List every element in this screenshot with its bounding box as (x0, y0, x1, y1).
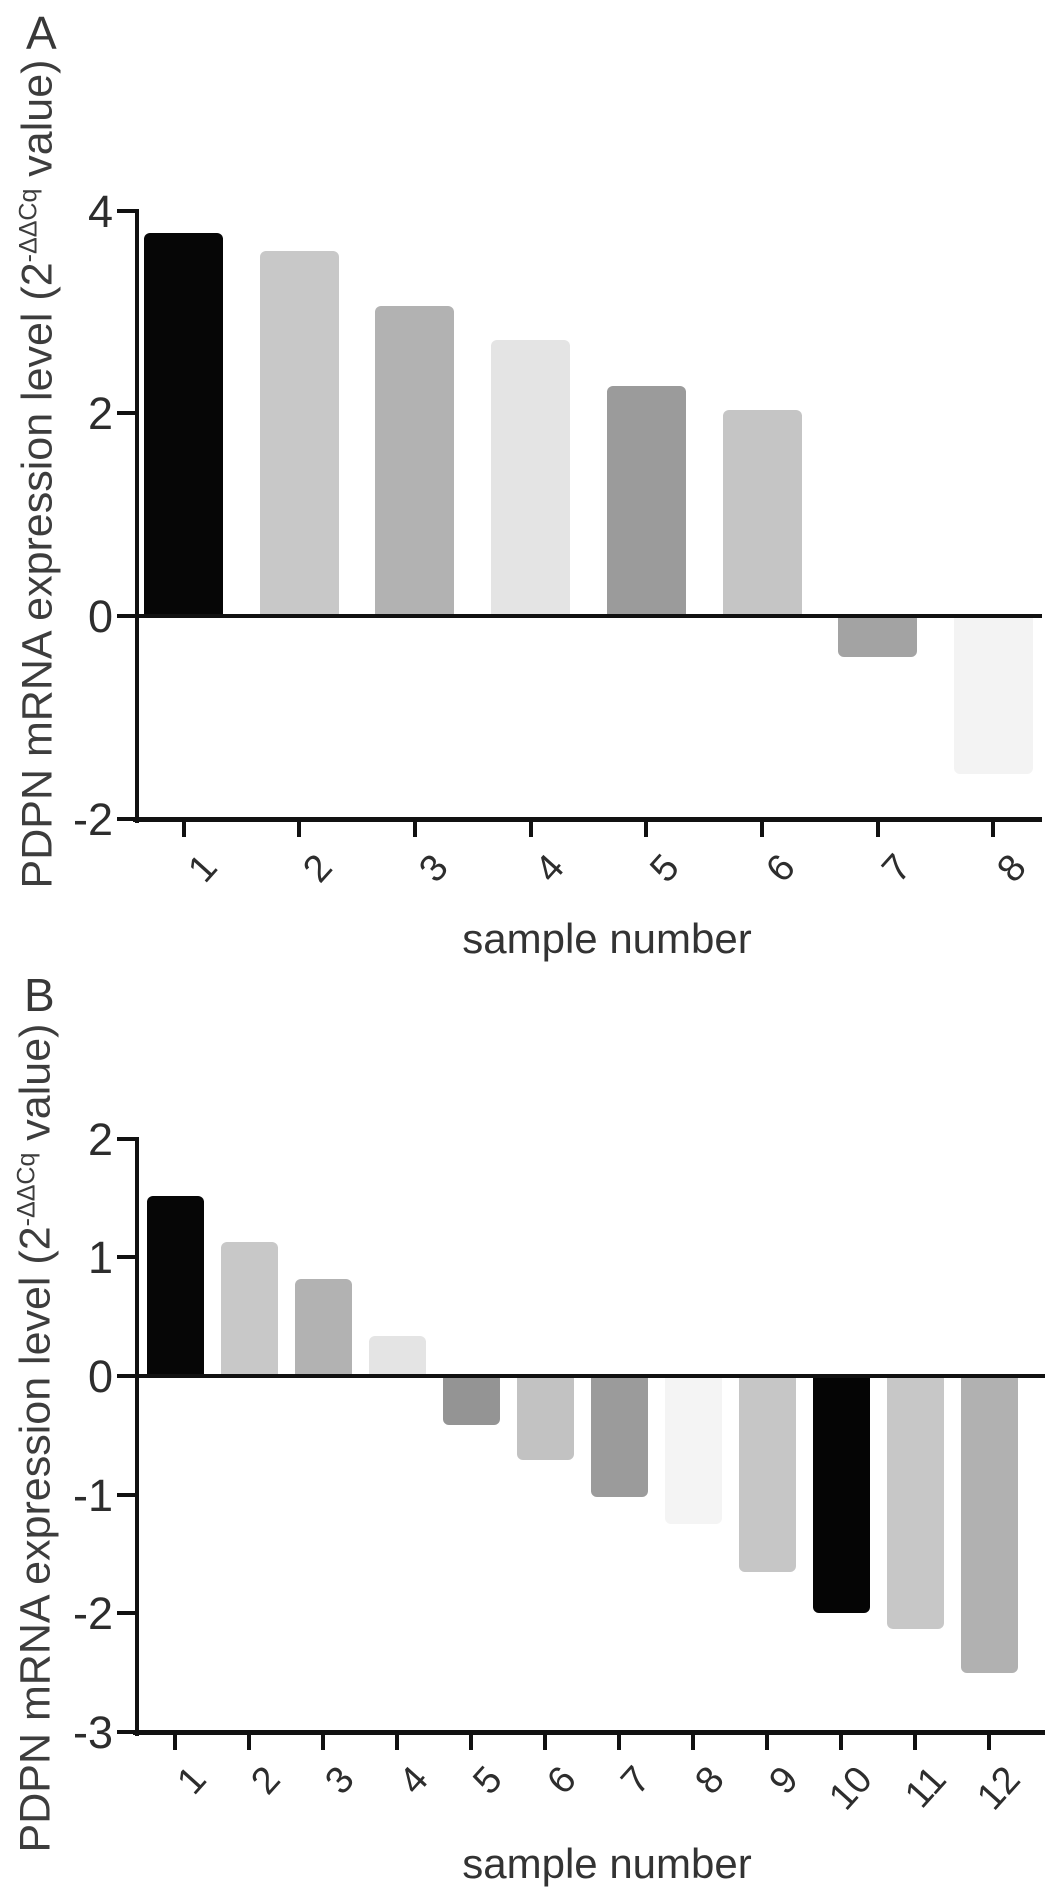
panel-b-y-label-text: PDPN mRNA expression level (2 (11, 1226, 60, 1853)
panel-a-x-tick-label-2: 2 (295, 846, 341, 891)
panel-b-y-tick-label--2: -2 (72, 1588, 113, 1640)
panel-b-x-tick-label-1: 1 (169, 1758, 215, 1803)
panel-b-bar-9 (738, 1376, 796, 1572)
panel-b-letter: B (24, 969, 55, 1021)
panel-a-y-tick-label-0: 0 (87, 591, 113, 642)
panel-a-x-axis-label: sample number (462, 915, 752, 962)
panel-b-x-axis-label: sample number (462, 1840, 752, 1887)
panel-b-bar-1 (146, 1195, 204, 1376)
panel-b-x-tick-label-12: 12 (969, 1758, 1029, 1819)
panel-a-x-tick-label-7: 7 (874, 846, 920, 891)
panel-a-y-tick-label-4: 4 (87, 185, 113, 237)
panel-b-y-tick--3 (117, 1729, 135, 1734)
panel-a-x-tick-8 (991, 821, 996, 837)
panel-b-bar-3 (294, 1278, 352, 1376)
panel-a-x-tick-label-3: 3 (411, 846, 457, 891)
panel-b-x-tick-label-10: 10 (821, 1758, 881, 1819)
panel-a-x-tick-label-4: 4 (526, 846, 573, 891)
panel-a-bar-7 (838, 616, 918, 657)
panel-b-y-tick-0 (117, 1374, 135, 1378)
panel-b-x-tick-4 (395, 1734, 399, 1750)
panel-a-letter: A (26, 7, 57, 59)
panel-b-bar-10 (812, 1376, 870, 1614)
panel-b-x-tick-label-2: 2 (243, 1758, 289, 1803)
panel-b-zero-line (137, 1374, 1045, 1378)
panel-b-x-tick-10 (839, 1734, 843, 1750)
panel-b-x-tick-label-4: 4 (391, 1758, 437, 1803)
panel-b-bar-12 (960, 1376, 1018, 1673)
panel-b-x-tick-1 (173, 1734, 177, 1750)
panel-b-x-tick-label-9: 9 (761, 1758, 807, 1803)
panel-b-y-tick--2 (117, 1611, 135, 1616)
panel-a-bar-6 (722, 410, 802, 616)
panel-b-bar-6 (516, 1376, 574, 1461)
panel-a-y-axis-line (135, 208, 139, 823)
panel-a-y-tick--2 (117, 816, 135, 821)
panel-a-y-tick-2 (117, 411, 135, 416)
panel-a-x-tick-label-6: 6 (758, 846, 804, 891)
panel-b-bar-8 (664, 1376, 722, 1525)
panel-b-x-tick-label-6: 6 (539, 1758, 585, 1803)
panel-b-bar-4 (368, 1335, 426, 1376)
panel-b-x-axis-line (133, 1729, 1045, 1735)
panel-b-x-tick-5 (469, 1734, 473, 1750)
panel-a-y-axis-label: PDPN mRNA expression level (2-ΔΔCq value… (13, 59, 62, 889)
panel-a-x-tick-label-5: 5 (642, 846, 689, 891)
panel-a-x-tick-1 (181, 821, 186, 837)
panel-b-y-tick-2 (117, 1136, 135, 1141)
panel-a-y-label-suffix: value) (13, 59, 62, 189)
panel-b-bar-11 (886, 1376, 944, 1629)
panel-b-y-tick--1 (117, 1492, 135, 1497)
panel-a-x-tick-3 (412, 821, 417, 837)
panel-a-y-tick-label-2: 2 (87, 388, 113, 440)
panel-b-y-tick-1 (117, 1255, 135, 1260)
panel-b-x-tick-9 (765, 1734, 769, 1750)
panel-b-bar-7 (590, 1376, 648, 1497)
panel-b-x-tick-3 (321, 1734, 325, 1750)
panel-b-y-axis-line (135, 1136, 139, 1736)
panel-b-x-tick-6 (543, 1734, 547, 1750)
panel-a-x-tick-label-8: 8 (989, 846, 1036, 891)
panel-b-y-tick-label-1: 1 (87, 1232, 113, 1284)
panel-a-x-tick-2 (297, 821, 302, 837)
panel-a-x-tick-7 (875, 821, 880, 837)
panel-b-x-tick-8 (691, 1734, 695, 1750)
panel-a-y-tick-4 (117, 208, 135, 213)
panel-a-x-tick-label-1: 1 (179, 846, 226, 891)
panel-b-bar-2 (220, 1241, 278, 1376)
panel-b-bar-5 (442, 1376, 500, 1425)
panel-a-bar-2 (259, 251, 339, 616)
panel-a-y-label-text: PDPN mRNA expression level (2 (13, 262, 62, 889)
panel-a-bar-1 (144, 233, 223, 616)
panel-a-y-tick-0 (117, 614, 135, 618)
panel-a-bar-5 (606, 386, 686, 616)
panel-a-zero-line (137, 614, 1042, 618)
panel-a-x-tick-5 (644, 821, 649, 837)
panel-b-x-tick-2 (247, 1734, 251, 1750)
panel-a-x-axis-line (133, 816, 1042, 822)
panel-b-x-tick-label-8: 8 (687, 1758, 733, 1803)
panel-a-bar-8 (953, 616, 1033, 775)
panel-a-x-tick-6 (760, 821, 764, 837)
panel-b-y-tick-label--1: -1 (72, 1469, 113, 1521)
panel-a-x-tick-4 (528, 821, 533, 837)
panel-b-x-tick-12 (987, 1734, 991, 1750)
panel-b-x-tick-label-5: 5 (465, 1758, 511, 1803)
panel-a-bar-3 (375, 306, 455, 616)
panel-a-y-tick-label--2: -2 (72, 793, 113, 845)
panel-b-x-tick-label-11: 11 (897, 1758, 955, 1817)
panel-b-y-tick-label--3: -3 (72, 1706, 113, 1758)
panel-b-x-tick-label-7: 7 (613, 1758, 659, 1803)
panel-b-x-tick-11 (913, 1734, 917, 1750)
panel-b-x-tick-label-3: 3 (317, 1758, 363, 1803)
panel-a-bar-4 (491, 340, 571, 616)
panel-b-x-tick-7 (617, 1734, 621, 1750)
panel-b-y-tick-label-2: 2 (87, 1113, 113, 1165)
panel-b-y-tick-label-0: 0 (87, 1351, 113, 1402)
panel-b-y-label-superscript: -ΔΔCq (12, 1152, 41, 1227)
